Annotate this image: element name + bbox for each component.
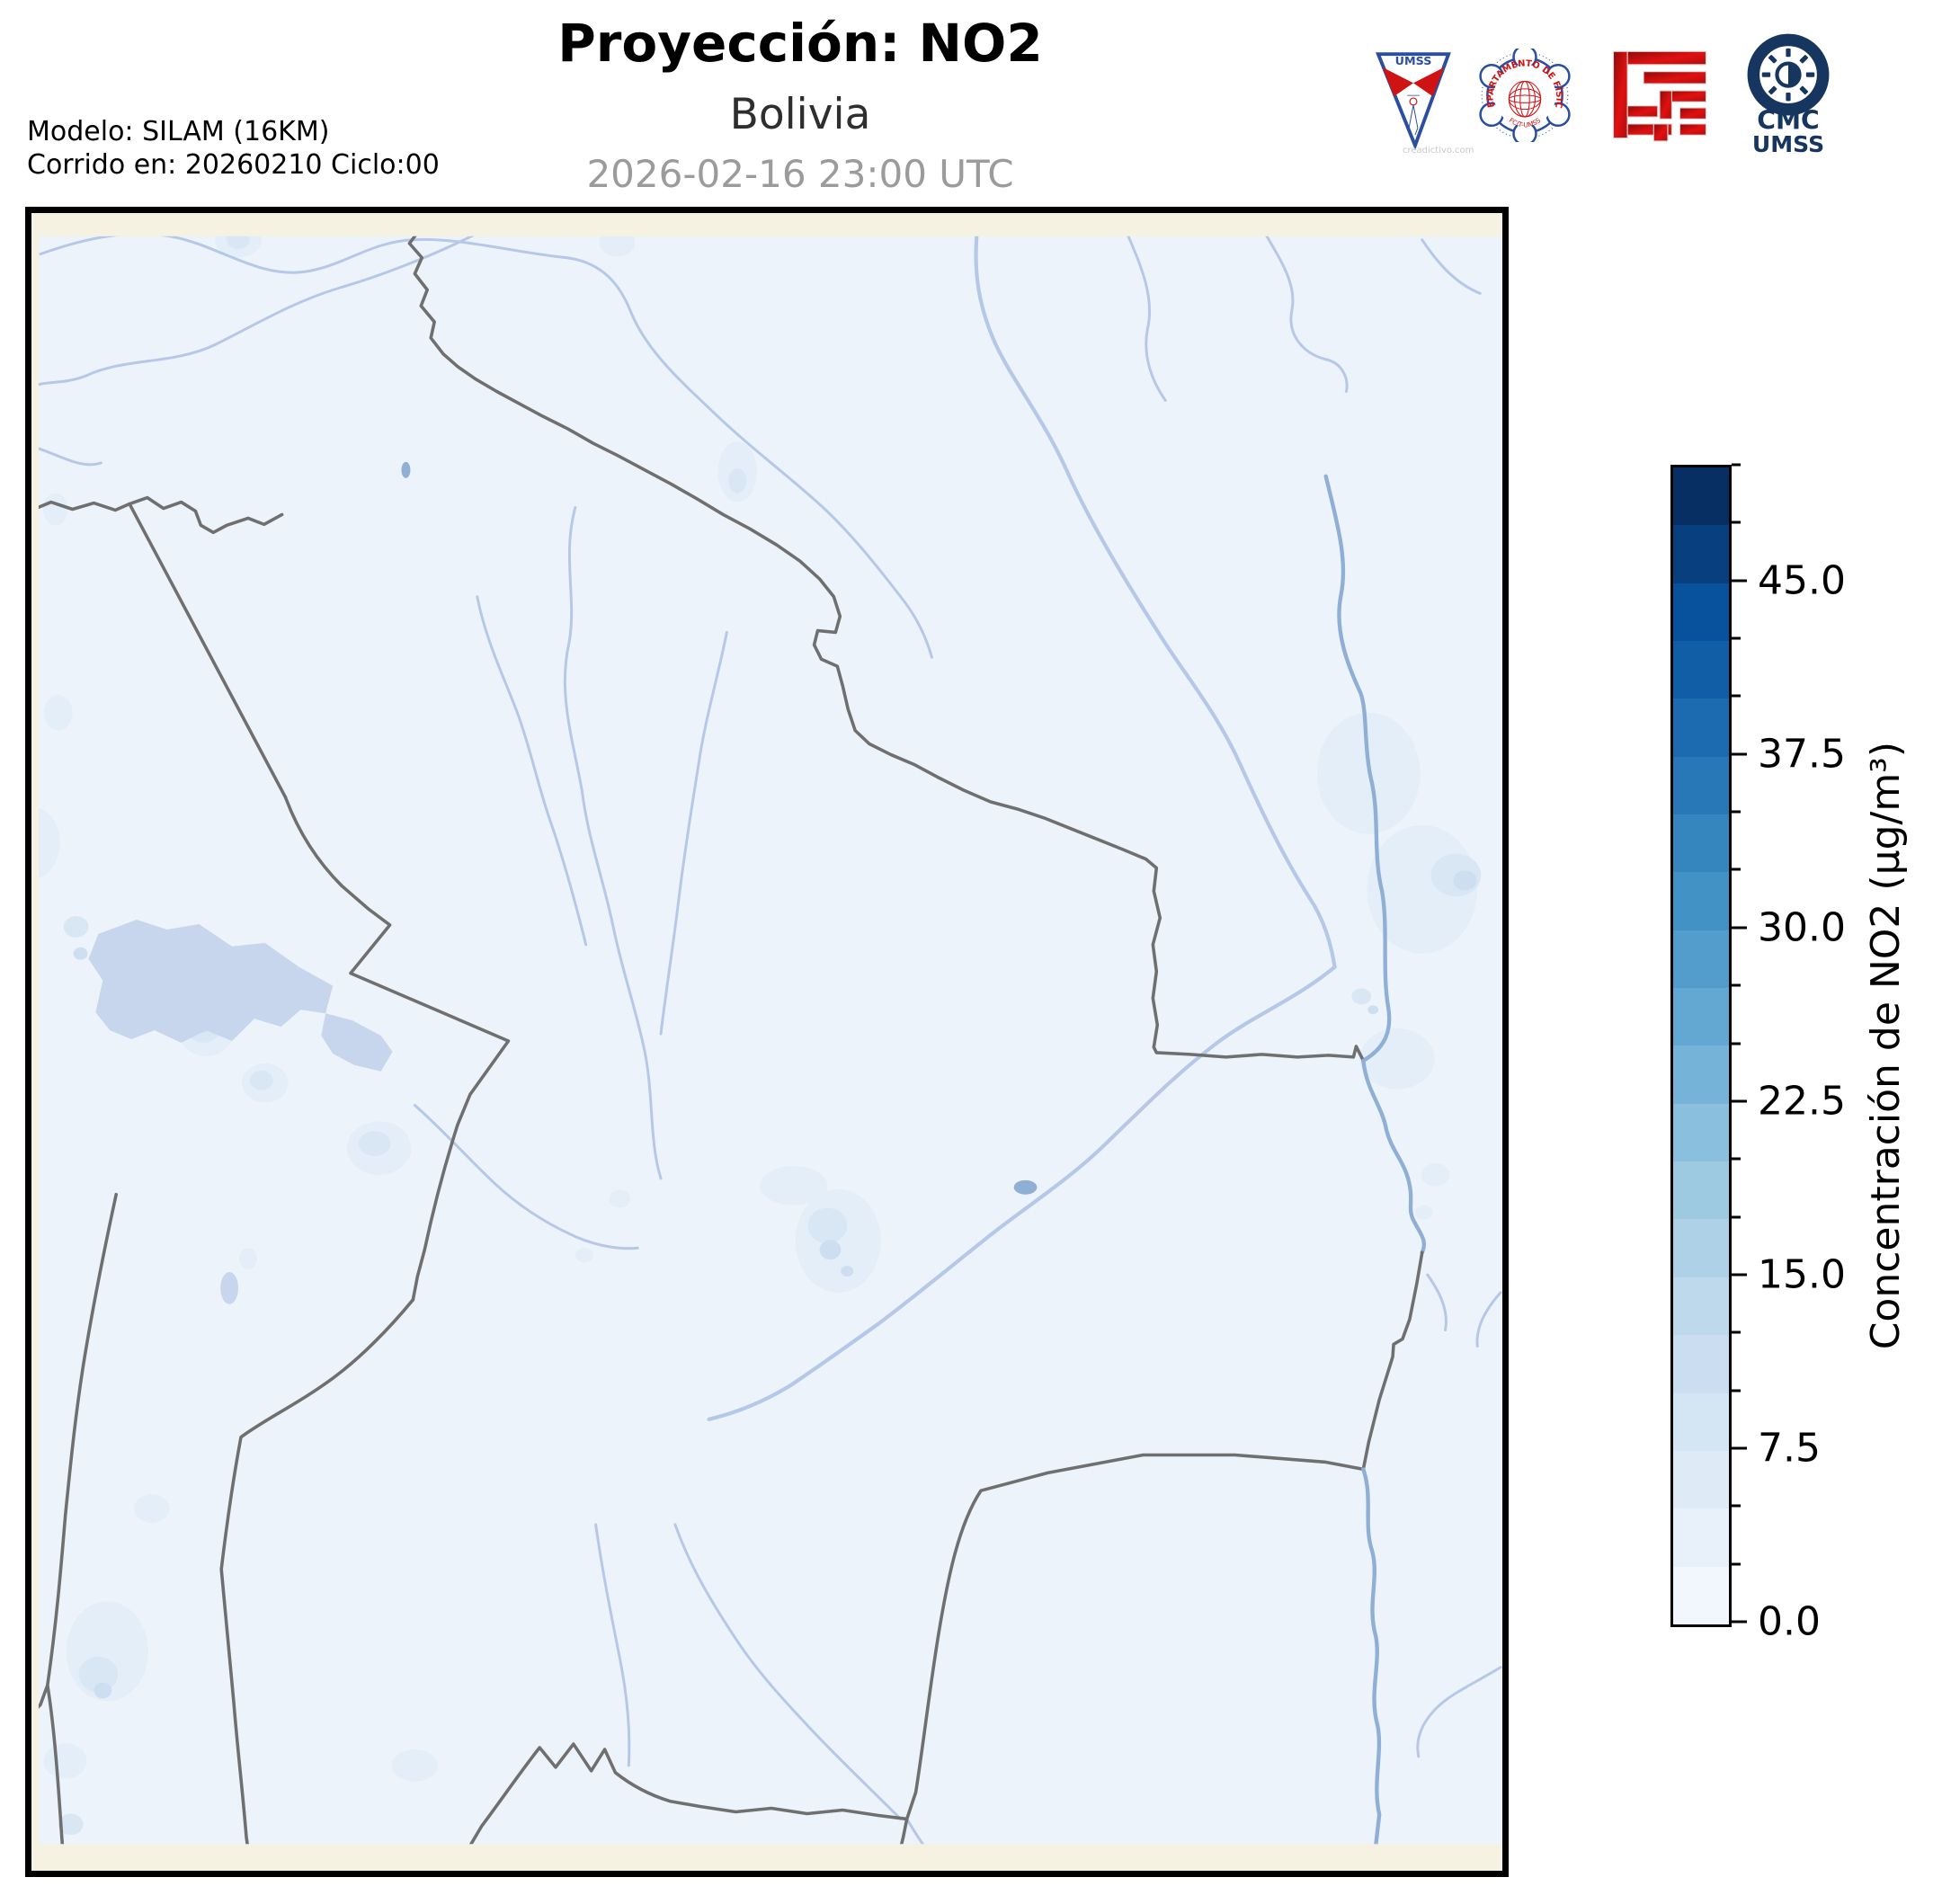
forecast-datetime: 2026-02-16 23:00 UTC [586,152,1014,196]
lake-poopo [220,1272,239,1304]
colorbar-segment [1673,1392,1729,1451]
colorbar-segment [1673,1450,1729,1509]
model-info: Modelo: SILAM (16KM) Corrido en: 2026021… [27,115,440,182]
colorbar-minor-tick [1732,867,1741,871]
colorbar-segment [1673,467,1729,526]
cmc-label: CMC [1757,106,1819,136]
colorbar-minor-tick [1732,1215,1741,1219]
colorbar-tick-label: 0.0 [1758,1598,1821,1645]
colorbar-minor-tick [1732,1389,1741,1392]
model-domain-background [38,236,1502,1845]
colorbar-segment [1673,1277,1729,1336]
border-river-east [1361,1058,1427,1255]
colorbar-tick-label: 15.0 [1758,1251,1846,1298]
region-subtitle: Bolivia [729,90,871,139]
colorbar-minor-tick [1732,810,1741,814]
model-run: Corrido en: 20260210 Ciclo:00 [27,149,440,181]
colorbar-segment [1673,583,1729,642]
border-chile-coast [38,1192,118,1709]
colorbar-minor-tick [1732,520,1741,524]
border-river-pilcomayo [1361,1467,1382,1845]
colorbar-major-tick [1732,752,1747,756]
colorbar-minor-tick [1732,1042,1741,1045]
umss-pennant-label: UMSS [1395,54,1432,67]
colorbar-minor-tick [1732,636,1741,640]
colorbar-minor-tick [1732,694,1741,698]
colorbar-major-tick [1732,1099,1747,1103]
border-peru-north [38,495,284,535]
colorbar-minor-tick [1732,983,1741,987]
model-name: Modelo: SILAM (16KM) [27,116,330,147]
colorbar-segment [1673,641,1729,699]
colorbar-minor-tick [1732,1157,1741,1161]
umss-pennant-logo: UMSS [1375,52,1451,151]
map-svg [31,213,1502,1871]
border-peru-straight [128,502,288,799]
colorbar-segment [1673,698,1729,757]
fisica-seal-subtitle: FC/T-UMSS [1508,116,1543,129]
logo-row: UMSS [1374,25,1895,169]
cmc-umss-logo: CMC UMSS [1747,33,1830,155]
lake-titicaca-south [321,1013,393,1072]
colorbar-major-tick [1732,579,1747,583]
colorbar-ticks: 0.0 7.5 15.0 22.5 30.0 37.5 45.0 [1732,463,1938,1645]
border-paraguay-tent [904,1453,1366,1821]
colorbar-tick-label: 37.5 [1758,731,1846,778]
fcyt-red-logo [1612,50,1707,142]
no2-concentration-plumes [38,236,1482,1836]
colorbar-minor-tick [1732,463,1741,467]
small-lake-north [401,461,411,478]
colorbar-tick-label: 22.5 [1758,1078,1846,1125]
lake-titicaca [88,920,334,1043]
colorbar-segment [1673,1103,1729,1162]
colorbar-major-tick [1732,1446,1747,1450]
colorbar-segment [1673,1335,1729,1393]
watermark-text: creadictivo.com [1403,146,1474,156]
colorbar-segment [1673,872,1729,930]
colorbar-major-tick [1732,1620,1747,1624]
colorbar-minor-tick [1732,1562,1741,1566]
colorbar-major-tick [1732,926,1747,930]
cmc-umss-label: UMSS [1752,131,1824,155]
colorbar-segment [1673,930,1729,989]
colorbar-segment [1673,525,1729,583]
page-title: Proyección: NO2 [557,13,1043,74]
border-chile-argentina [219,1298,415,1845]
lakes [88,461,1038,1304]
border-brazil-north [407,236,1366,1063]
colorbar-segment [1673,988,1729,1046]
colorbar-segment [1673,814,1729,873]
fisica-seal-logo: DEPARTAMENTO DE FÍSICA FC/T-UMSS [1478,49,1571,142]
border-brazil-east [1361,1250,1424,1472]
small-lake-east [1013,1179,1038,1195]
country-borders [38,236,1427,1845]
colorbar-segment [1673,1566,1729,1624]
border-peru-titicaca [283,796,511,1302]
colorbar-segment [1673,756,1729,815]
colorbar-minor-tick [1732,1504,1741,1508]
border-chile-fork [46,1683,65,1845]
colorbar-major-tick [1732,1273,1747,1277]
colorbar-axis-label-wrap: Concentración de NO2 (µg/m³) [1863,465,1909,1627]
colorbar-tick-label: 7.5 [1758,1425,1821,1472]
map-frame [25,207,1509,1877]
colorbar-gradient [1670,465,1732,1627]
border-argentina-south [468,1742,909,1845]
colorbar-segment [1673,1045,1729,1104]
colorbar-axis-label: Concentración de NO2 (µg/m³) [1863,742,1909,1350]
colorbar-tick-label: 30.0 [1758,904,1846,951]
colorbar-tick-label: 45.0 [1758,557,1846,604]
colorbar-minor-tick [1732,1330,1741,1334]
svg-text:FC/T-UMSS: FC/T-UMSS [1508,116,1543,129]
border-argentina-spur [899,1817,909,1845]
colorbar-segment [1673,1161,1729,1220]
colorbar-segment [1673,1508,1729,1567]
colorbar-segment [1673,1219,1729,1277]
header: Proyección: NO2 Bolivia 2026-02-16 23:00… [0,0,1600,196]
